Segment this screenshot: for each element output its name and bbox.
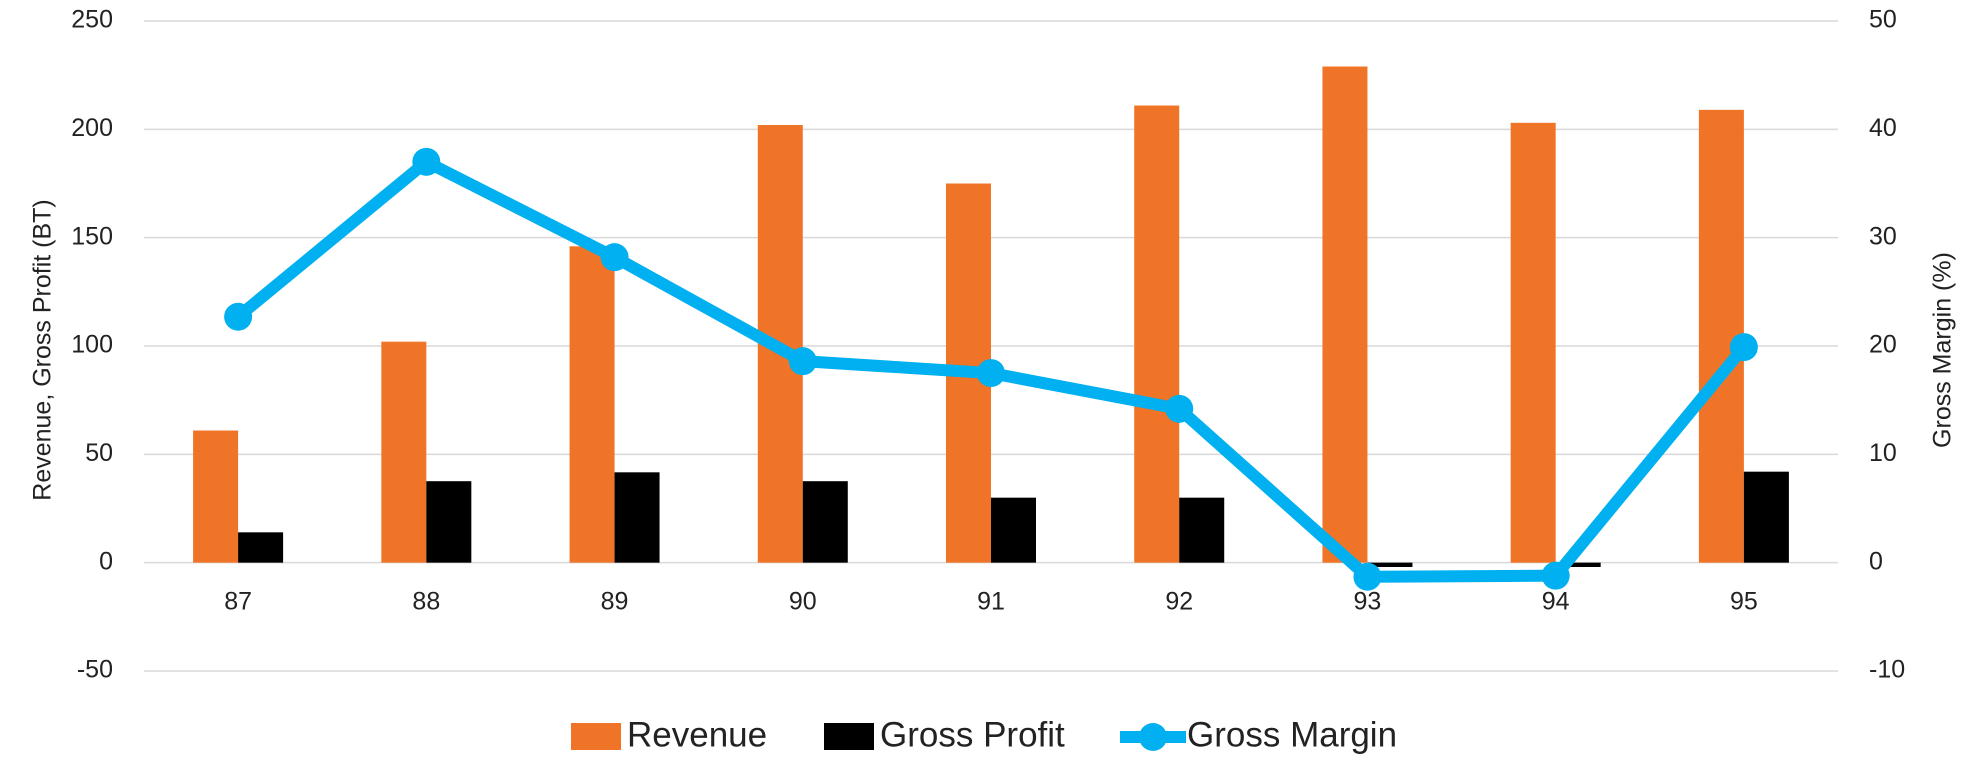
bar <box>991 497 1036 563</box>
x-tick-label: 92 <box>1165 588 1193 616</box>
y2-tick-label: 20 <box>1869 331 1897 359</box>
y-axis-label: Revenue, Gross Profit (BT) <box>29 199 57 500</box>
y-tick-label: 50 <box>85 439 113 467</box>
marker <box>1729 333 1758 362</box>
legend-label: Gross Margin <box>1187 715 1397 754</box>
y2-tick-label: -10 <box>1869 656 1905 684</box>
bar <box>1510 122 1556 563</box>
marker <box>977 359 1005 388</box>
marker <box>1165 394 1194 423</box>
y2-tick-label: 50 <box>1869 6 1897 34</box>
bar <box>614 472 660 563</box>
bar <box>193 430 239 563</box>
y2-axis-label: Gross Margin (%) <box>1929 252 1957 448</box>
legend-label: Revenue <box>627 715 767 754</box>
y2-tick-label: 30 <box>1869 222 1897 250</box>
y-tick-label: -50 <box>77 656 113 684</box>
x-tick-label: 95 <box>1730 588 1758 616</box>
bar <box>1322 66 1368 563</box>
y-tick-label: 150 <box>71 222 113 250</box>
bar <box>381 341 427 563</box>
legend-swatch <box>1139 723 1167 751</box>
y-tick-label: 200 <box>71 114 113 142</box>
bar <box>569 246 615 563</box>
bar <box>238 532 284 563</box>
x-tick-label: 94 <box>1542 588 1570 616</box>
marker <box>412 147 441 176</box>
x-tick-label: 91 <box>977 588 1005 616</box>
x-tick-label: 89 <box>601 588 629 616</box>
x-tick-label: 90 <box>789 588 817 616</box>
marker <box>224 302 253 331</box>
bar <box>1555 562 1601 567</box>
bar <box>1134 105 1180 563</box>
legend-label: Gross Profit <box>880 715 1065 754</box>
marker <box>600 243 629 272</box>
y2-tick-label: 40 <box>1869 114 1897 142</box>
legend-swatch <box>571 723 621 750</box>
bar <box>426 481 472 563</box>
legend-swatch <box>824 723 874 750</box>
y-tick-label: 100 <box>71 331 113 359</box>
y2-tick-label: 0 <box>1869 547 1883 575</box>
bar <box>802 481 848 563</box>
bar <box>1367 562 1413 567</box>
bar <box>1743 471 1789 563</box>
x-tick-label: 87 <box>224 588 252 616</box>
marker <box>1353 562 1382 591</box>
x-tick-label: 93 <box>1354 588 1382 616</box>
y-tick-label: 0 <box>99 547 113 575</box>
y-tick-label: 250 <box>71 6 113 34</box>
marker <box>788 347 817 376</box>
y2-tick-label: 10 <box>1869 439 1897 467</box>
bar <box>1179 497 1225 563</box>
x-tick-label: 88 <box>412 588 440 616</box>
marker <box>1541 561 1570 590</box>
